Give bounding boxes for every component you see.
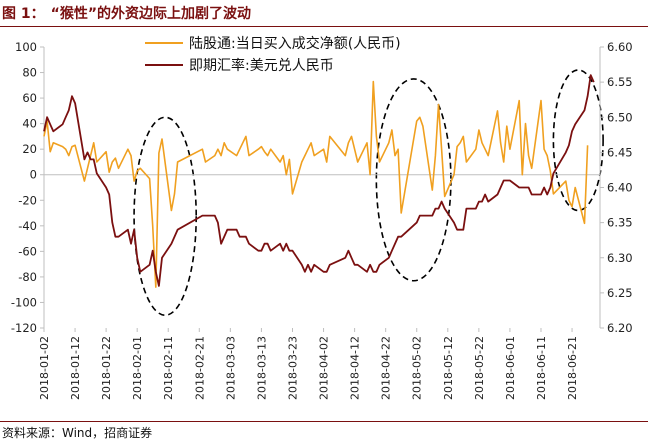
x-tick-label: 2018-05-02 [411, 336, 424, 400]
y-left-tick-label: 80 [22, 66, 37, 80]
dashed-ellipse-3 [552, 69, 604, 212]
x-tick-label: 2018-01-12 [69, 336, 82, 400]
y-right-tick-label: 6.50 [607, 110, 633, 124]
series-line-usdcny [43, 74, 595, 287]
x-tick-label: 2018-01-02 [38, 336, 51, 400]
y-left-tick-label: 100 [15, 40, 37, 54]
y-left-tick-label: 0 [30, 168, 37, 182]
x-tick-label: 2018-04-22 [380, 336, 393, 400]
series-line-northbound [43, 80, 589, 288]
figure-label: 图 1： [2, 6, 45, 22]
source-note: 资料来源：Wind，招商证券 [2, 426, 153, 440]
x-tick-label: 2018-04-02 [318, 336, 331, 400]
dashed-ellipse-2 [375, 78, 452, 282]
x-tick-label: 2018-03-23 [286, 336, 299, 400]
bottom-rule [0, 421, 648, 422]
y-left-tick-label: -60 [18, 244, 37, 258]
y-left-tick-label: 20 [22, 142, 37, 156]
x-tick-label: 2018-06-01 [504, 336, 517, 400]
x-tick-label: 2018-04-12 [349, 336, 362, 400]
x-tick-label: 2018-03-03 [224, 336, 237, 400]
highlight-ellipses [133, 69, 604, 317]
x-tick-label: 2018-05-12 [442, 336, 455, 400]
chart-axes: -120 -100 -80 -60 -40 -20 0 20 40 60 80 100 6.20 6.25… [11, 40, 633, 400]
x-tick-label: 2018-06-11 [535, 336, 548, 400]
y-right-tick-label: 6.45 [607, 145, 633, 159]
y-right-tick-label: 6.60 [607, 40, 633, 54]
y-left-tick-label: -120 [11, 321, 37, 335]
y-right-tick-label: 6.30 [607, 251, 633, 265]
legend-label: 陆股通:当日买入成交净额(人民币) [189, 35, 401, 52]
y-left-tick-label: -20 [18, 193, 37, 207]
y-right-tick-label: 6.40 [607, 181, 633, 195]
legend-label: 即期汇率:美元兑人民币 [189, 57, 334, 74]
chart-legend: 陆股通:当日买入成交净额(人民币) 即期汇率:美元兑人民币 [145, 35, 401, 74]
y-left-tick-label: -100 [11, 295, 37, 309]
y-right-tick-label: 6.55 [607, 75, 633, 89]
y-left-tick-label: 40 [22, 117, 37, 131]
x-tick-label: 2018-02-01 [131, 336, 144, 400]
line-chart: 陆股通:当日买入成交净额(人民币) 即期汇率:美元兑人民币 -120 -100 -80… [11, 35, 633, 400]
x-tick-label: 2018-02-11 [162, 336, 175, 400]
y-left-tick-label: 60 [22, 91, 37, 105]
figure-title: “猴性”的外资边际上加剧了波动 [50, 6, 252, 22]
y-left-tick-label: -40 [18, 219, 37, 233]
x-tick-label: 2018-02-21 [193, 336, 206, 400]
x-tick-label: 2018-05-22 [473, 336, 486, 400]
y-right-tick-label: 6.25 [607, 286, 633, 300]
x-tick-label: 2018-01-22 [100, 336, 113, 400]
x-tick-label: 2018-03-13 [255, 336, 268, 400]
title-rule [0, 26, 648, 27]
dashed-ellipse-1 [133, 116, 198, 317]
figure-title-bar: 图 1： “猴性”的外资边际上加剧了波动 [0, 0, 648, 26]
y-left-tick-label: -80 [18, 270, 37, 284]
x-tick-label: 2018-06-21 [566, 336, 579, 400]
y-right-tick-label: 6.35 [607, 216, 633, 230]
chart-series [43, 74, 595, 288]
y-right-tick-label: 6.20 [607, 321, 633, 335]
